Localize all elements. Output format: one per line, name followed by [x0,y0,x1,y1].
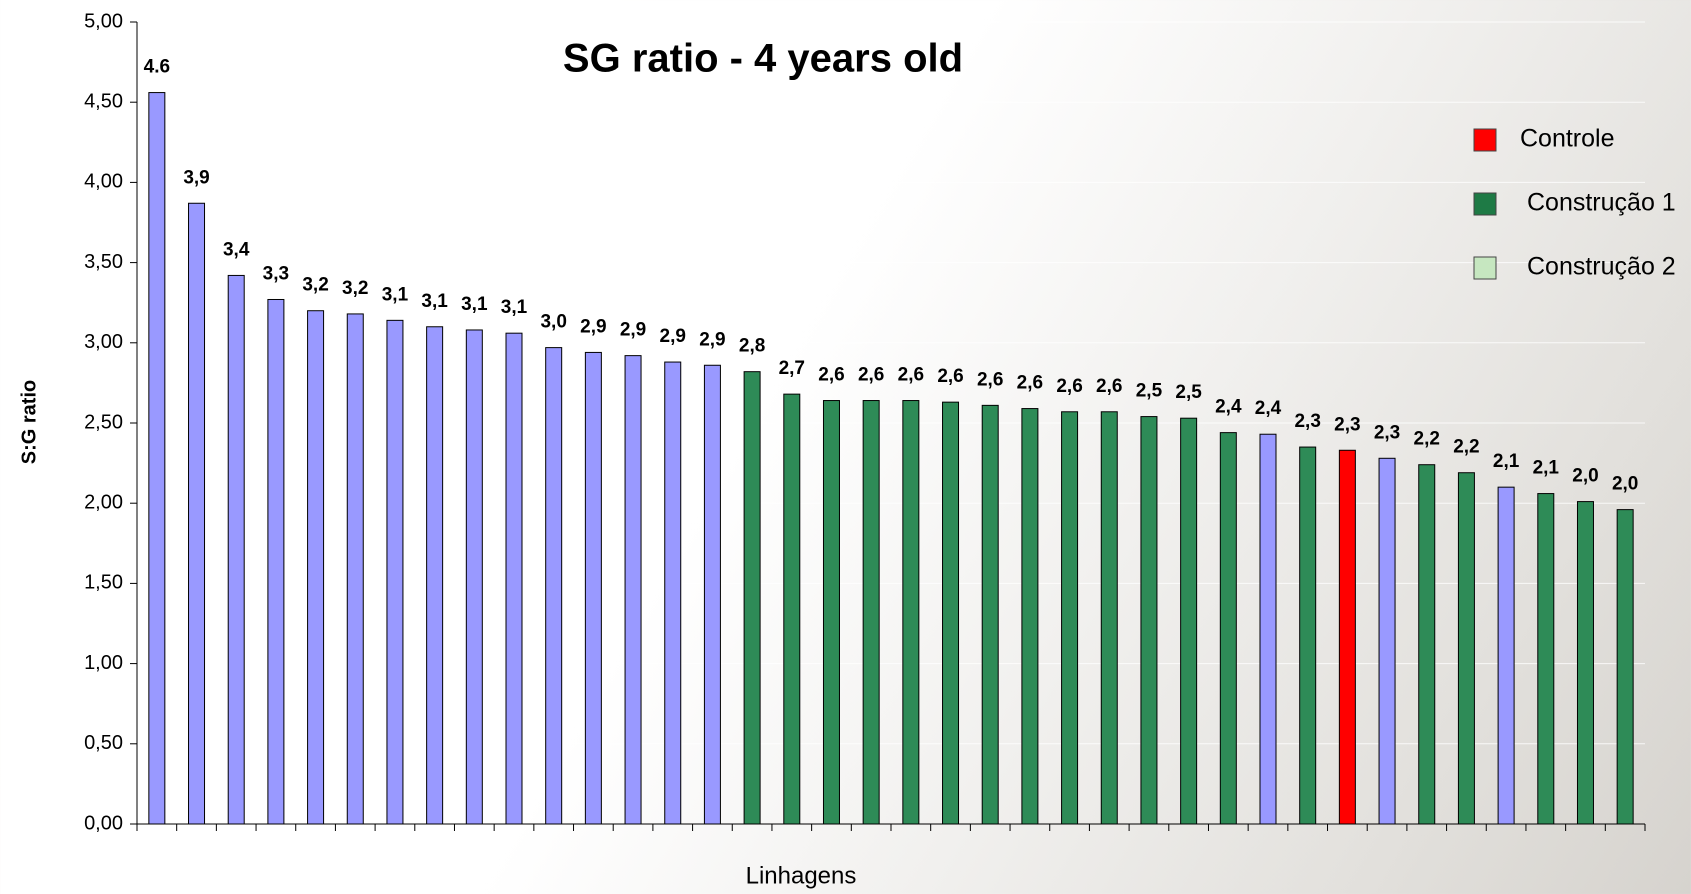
value-label: 2,1 [1493,451,1520,472]
value-label: 2,0 [1612,474,1638,495]
value-label: 3,1 [382,284,409,305]
bar [387,320,403,824]
bar [1181,418,1197,824]
bar [625,356,641,824]
bar [546,348,562,824]
value-label: 3,2 [342,278,368,299]
bar [1220,433,1236,824]
bar [308,311,324,824]
bar [744,372,760,824]
y-tick-label: 4,00 [84,171,123,193]
value-label: 2,6 [937,366,963,387]
value-label: 3,1 [461,294,488,315]
bar [189,203,205,824]
value-label: 2,6 [1056,376,1082,397]
y-tick-label: 3,50 [84,251,123,273]
chart-title: SG ratio - 4 years old [563,37,963,81]
y-tick-label: 3,00 [84,331,123,353]
bar [903,401,919,824]
value-label: 2,5 [1175,382,1202,403]
y-tick-label: 1,50 [84,572,123,594]
value-label: 2,6 [818,365,844,386]
bar [268,299,284,824]
bar [1617,510,1633,824]
value-label: 4.6 [144,57,170,78]
bar [1379,458,1395,824]
bar [1062,412,1078,824]
legend-label: Construção 2 [1527,253,1676,281]
value-label: 2,4 [1255,398,1282,419]
value-label: 2,5 [1136,381,1163,402]
y-tick-label: 2,50 [84,411,123,433]
value-label: 3,3 [263,264,289,285]
y-tick-label: 4,50 [84,90,123,112]
bar [466,330,482,824]
value-label: 3,9 [183,167,209,188]
value-label: 2,6 [858,365,884,386]
x-axis-title: Linhagens [746,862,857,889]
y-tick-label: 0,50 [84,732,123,754]
legend-label: Construção 1 [1527,189,1676,217]
bar [1538,494,1554,824]
bar [149,93,165,824]
bar [704,365,720,824]
bar [1141,417,1157,824]
legend-swatch [1474,257,1496,279]
value-label: 3,4 [223,239,250,260]
value-label: 3,0 [540,312,566,333]
bar [1101,412,1117,824]
value-label: 2,6 [898,365,924,386]
value-label: 3,1 [501,297,528,318]
value-label: 2,3 [1334,414,1360,435]
bar [506,333,522,824]
bar [982,405,998,824]
bar [1498,487,1514,824]
value-label: 2,9 [580,316,606,337]
value-label: 2,8 [739,336,765,357]
value-label: 2,2 [1414,429,1440,450]
bar [1577,502,1593,824]
bar [427,327,443,824]
value-label: 2,6 [977,369,1003,390]
bar [1419,465,1435,824]
bar [943,402,959,824]
bar [1458,473,1474,824]
bar [585,352,601,824]
bar [1260,434,1276,824]
bar [347,314,363,824]
legend-swatch [1474,129,1496,151]
value-label: 2,6 [1096,376,1122,397]
bar [1339,450,1355,824]
bar [665,362,681,824]
y-tick-label: 2,00 [84,491,123,513]
y-tick-label: 1,00 [84,652,123,674]
chart: SG ratio - 4 years old S:G ratio Linhage… [0,0,1691,894]
value-label: 2,9 [699,329,725,350]
bar [823,401,839,824]
value-label: 2,6 [1017,373,1043,394]
bar [784,394,800,824]
value-label: 3,2 [302,275,328,296]
value-label: 2,4 [1215,397,1242,418]
y-tick-label: 5,00 [84,10,123,32]
y-axis-title: S:G ratio [18,380,40,464]
value-label: 3,1 [421,291,448,312]
value-label: 2,1 [1533,458,1560,479]
value-label: 2,3 [1374,422,1400,443]
value-label: 2,2 [1453,437,1479,458]
value-label: 2,9 [660,326,686,347]
legend-swatch [1474,193,1496,215]
bar [228,275,244,824]
bar [1300,447,1316,824]
value-label: 2,0 [1572,466,1598,487]
bar [1022,409,1038,824]
legend-label: Controle [1520,125,1615,153]
value-label: 2,7 [779,358,805,379]
bar [863,401,879,824]
y-tick-label: 0,00 [84,812,123,834]
value-label: 2,3 [1294,411,1320,432]
value-label: 2,9 [620,320,646,341]
